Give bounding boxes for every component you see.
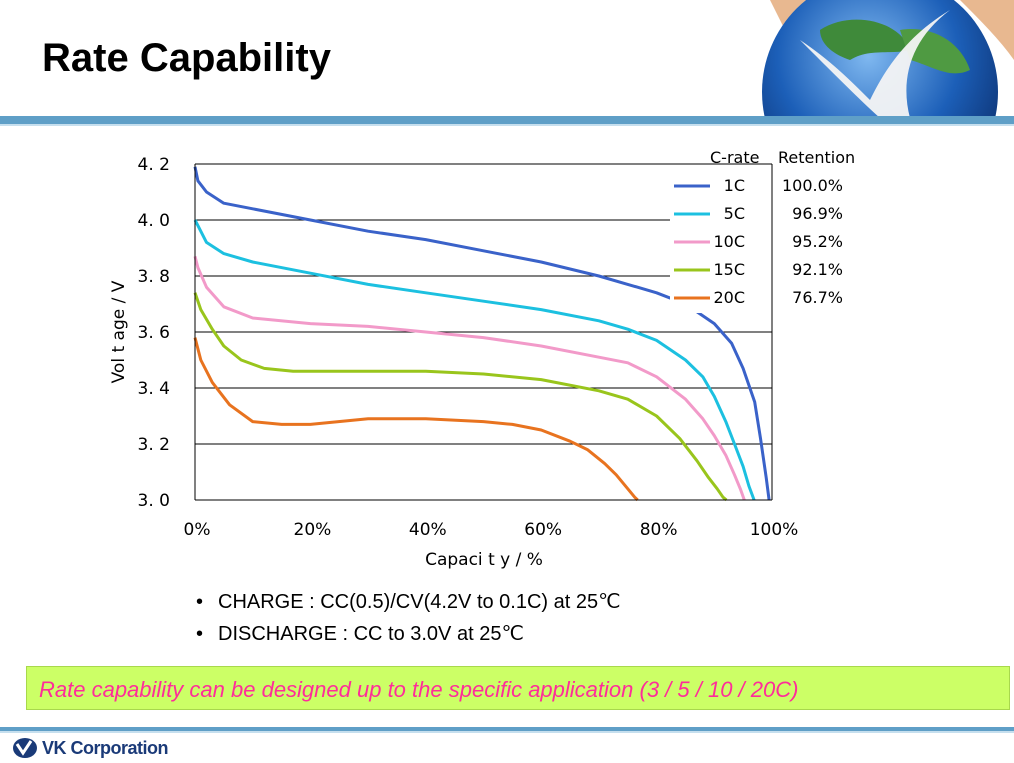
y-tick-label: 3. 6 — [138, 323, 170, 343]
y-tick-label: 3. 0 — [138, 491, 170, 511]
x-tick-label: 20% — [294, 520, 332, 540]
legend-rate: 1C — [724, 176, 745, 195]
x-tick-label: 40% — [409, 520, 447, 540]
legend-rate: 10C — [713, 232, 745, 251]
y-tick-label: 4. 0 — [138, 211, 170, 231]
legend-rate: 15C — [713, 260, 745, 279]
x-tick-label: 60% — [524, 520, 562, 540]
y-tick-label: 3. 4 — [138, 379, 170, 399]
footer-rule — [0, 727, 1014, 731]
rate-capability-chart: 3. 0 3. 2 3. 4 3. 6 3. 8 4. 0 4. 2 0% 20% 40% 60% 8… — [109, 145, 870, 570]
company-name: VK Corporation — [42, 737, 169, 758]
charge-condition: • CHARGE : CC(0.5)/CV(4.2V to 0.1C) at 25… — [196, 591, 621, 613]
x-tick-label: 0% — [184, 520, 211, 540]
legend-retention: 96.9% — [792, 204, 843, 223]
globe-logo-image — [760, 0, 1014, 118]
test-conditions: • CHARGE : CC(0.5)/CV(4.2V to 0.1C) at 25… — [196, 589, 621, 653]
legend-background — [670, 145, 870, 313]
header-rule — [0, 116, 1014, 124]
y-tick-label: 3. 2 — [138, 435, 170, 455]
legend-rate: 20C — [713, 288, 745, 307]
legend-retention: 76.7% — [792, 288, 843, 307]
charge-condition-text: CHARGE : CC(0.5)/CV(4.2V to 0.1C) at 25℃ — [218, 591, 621, 613]
series-line-1c — [193, 166, 771, 501]
y-tick-label: 4. 2 — [138, 155, 170, 175]
y-tick-label: 3. 8 — [138, 267, 170, 287]
x-tick-label: 80% — [640, 520, 678, 540]
footer-rule-accent — [0, 731, 1014, 733]
x-axis-label: Capaci t y / % — [425, 550, 543, 570]
legend-retention: 95.2% — [792, 232, 843, 251]
banner-text: Rate capability can be designed up to th… — [39, 677, 799, 702]
series-line-20c — [193, 337, 639, 502]
legend-rate: 5C — [724, 204, 745, 223]
series-line-5c — [193, 219, 756, 501]
header-rule-accent — [0, 124, 1014, 126]
legend-header-retention: Retention — [778, 148, 855, 167]
discharge-condition-text: DISCHARGE : CC to 3.0V at 25℃ — [218, 623, 524, 645]
company-logo: VK Corporation — [12, 736, 169, 760]
legend-retention: 100.0% — [782, 176, 843, 195]
series-line-15c — [193, 292, 728, 502]
legend-header-crate: C-rate — [710, 148, 759, 167]
slide-title: Rate Capability — [42, 36, 331, 80]
highlight-banner: Rate capability can be designed up to th… — [26, 666, 1010, 710]
y-axis-label: Vol t age / V — [109, 280, 129, 383]
x-tick-label: 100% — [750, 520, 799, 540]
legend-retention: 92.1% — [792, 260, 843, 279]
vk-logo-icon — [13, 738, 37, 758]
series-line-10c — [193, 256, 746, 501]
discharge-condition: • DISCHARGE : CC to 3.0V at 25℃ — [196, 623, 524, 645]
